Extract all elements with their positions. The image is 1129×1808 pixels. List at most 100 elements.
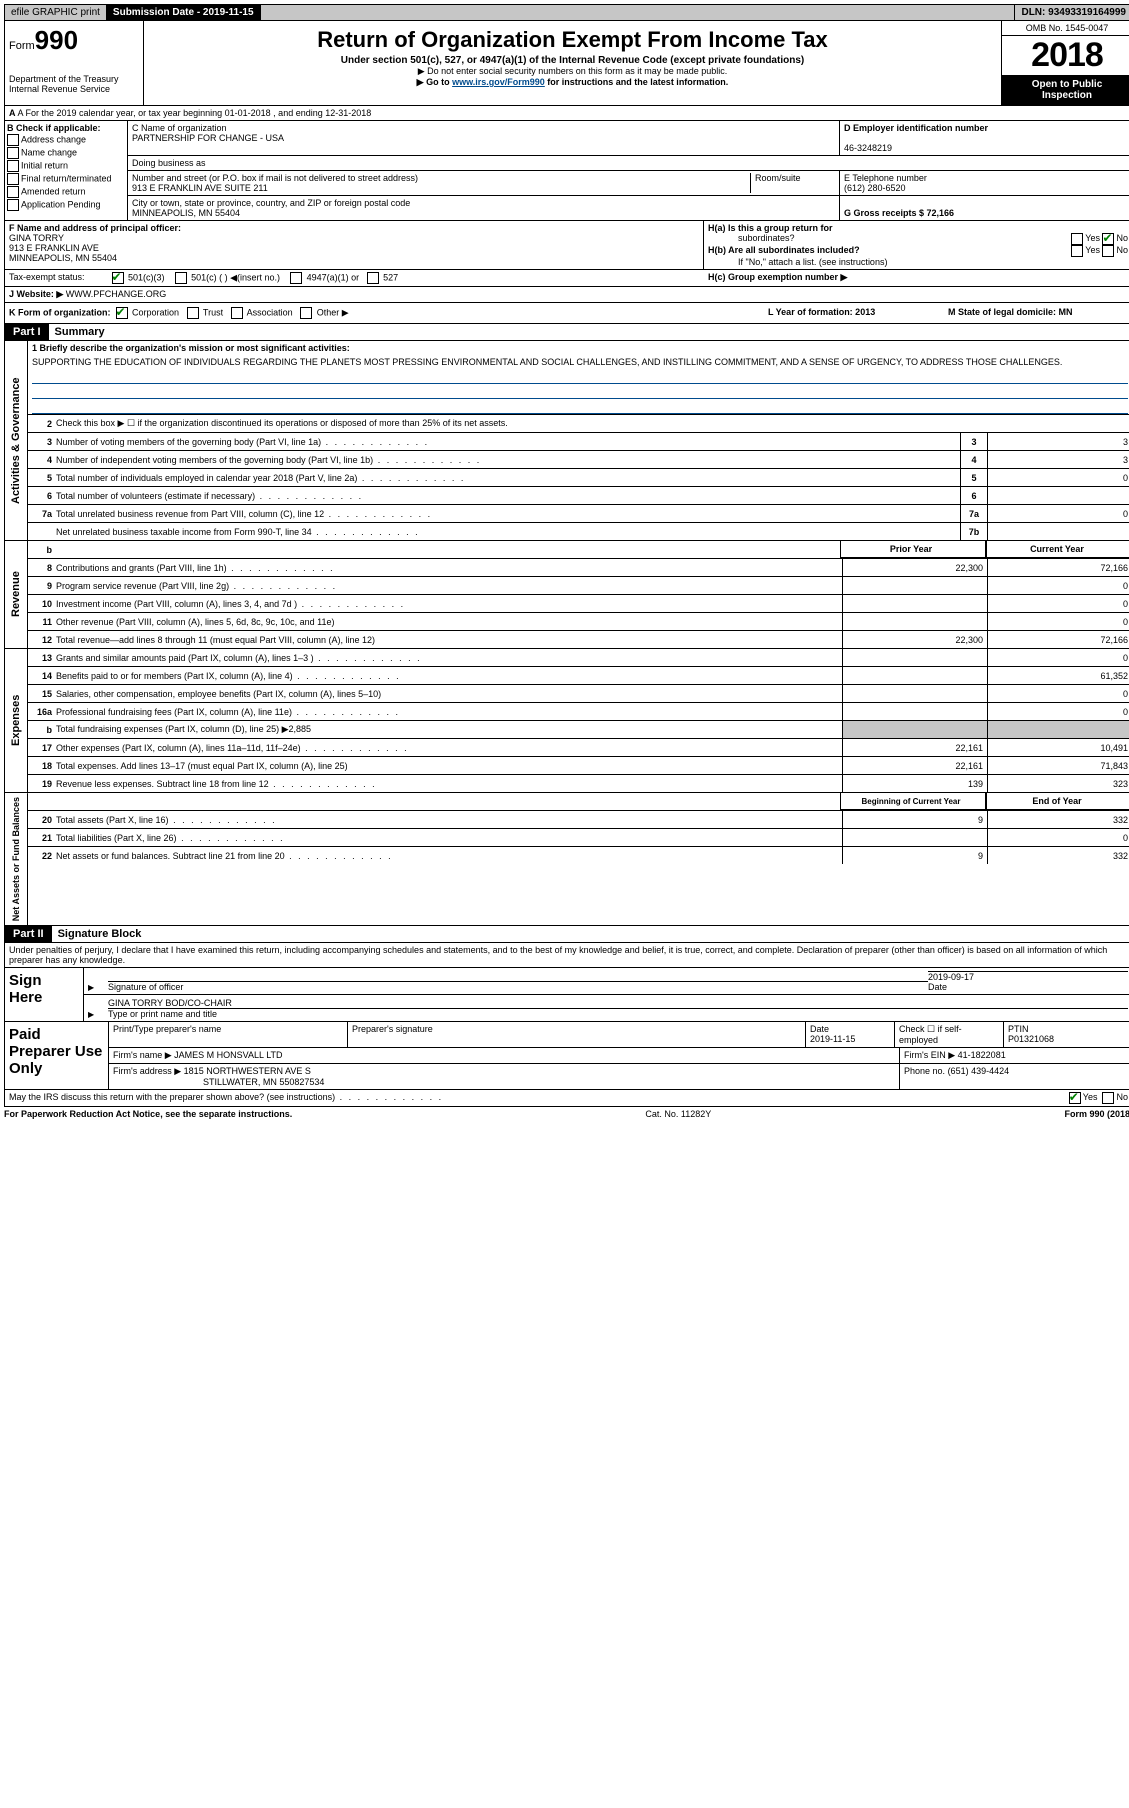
line14-prior [842,667,987,684]
line13-current: 0 [987,649,1129,666]
state-domicile: M State of legal domicile: MN [948,307,1128,319]
line22-text: Net assets or fund balances. Subtract li… [56,850,842,862]
header-right: OMB No. 1545-0047 2018 Open to PublicIns… [1001,21,1129,105]
firm-phone: Phone no. (651) 439-4424 [900,1064,1129,1089]
line8-text: Contributions and grants (Part VIII, lin… [56,562,842,574]
tax-year: 2018 [1002,36,1129,75]
col-b-checkboxes: B Check if applicable: Address change Na… [5,121,128,220]
prior-year-header: Prior Year [840,541,986,558]
line13-prior [842,649,987,666]
line17-text: Other expenses (Part IX, column (A), lin… [56,742,842,754]
line5-text: Total number of individuals employed in … [56,472,960,484]
line21-current: 0 [987,829,1129,846]
expenses-section: Expenses 13 Grants and similar amounts p… [4,649,1129,793]
part1-title: Summary [49,326,105,338]
hb-no[interactable] [1102,245,1114,257]
line8-current: 72,166 [987,559,1129,576]
line10-prior [842,595,987,612]
line7b-val [987,523,1129,540]
line15-prior [842,685,987,702]
check-501c3[interactable] [112,272,124,284]
blank-line [32,369,1128,384]
expenses-side-label: Expenses [5,649,28,792]
dba-right [840,156,1129,170]
tax-status-row: Tax-exempt status: 501(c)(3) 501(c) ( ) … [4,270,1129,287]
check-4947[interactable] [290,272,302,284]
perjury-declaration: Under penalties of perjury, I declare th… [5,943,1129,967]
arrow-icon [88,982,108,992]
discuss-no[interactable] [1102,1092,1114,1104]
efile-print-button[interactable]: efile GRAPHIC print [5,5,107,20]
ha-yes[interactable] [1071,233,1083,245]
line19-prior: 139 [842,775,987,792]
part2-header-row: Part II Signature Block [4,926,1129,943]
check-527[interactable] [367,272,379,284]
page-footer: For Paperwork Reduction Act Notice, see … [4,1107,1129,1121]
street-cell: Number and street (or P.O. box if mail i… [128,171,839,195]
line18-prior: 22,161 [842,757,987,774]
mission-text: SUPPORTING THE EDUCATION OF INDIVIDUALS … [28,355,1129,369]
submission-date: Submission Date - 2019-11-15 [107,5,261,20]
current-year-header: Current Year [986,541,1129,558]
part1-badge: Part I [5,324,49,340]
line12-text: Total revenue—add lines 8 through 11 (mu… [56,634,842,646]
line21-text: Total liabilities (Part X, line 26) [56,832,842,844]
note-ssn: ▶ Do not enter social security numbers o… [148,66,997,77]
irs-link[interactable]: www.irs.gov/Form990 [452,77,545,87]
check-address-change[interactable]: Address change [7,134,125,146]
check-corp[interactable] [116,307,128,319]
org-name-cell: C Name of organization PARTNERSHIP FOR C… [128,121,839,155]
signature-block: Under penalties of perjury, I declare th… [4,943,1129,1107]
line17-current: 10,491 [987,739,1129,756]
preparer-sig-header: Preparer's signature [348,1022,806,1047]
line1-label: 1 Briefly describe the organization's mi… [28,341,1129,355]
ha-no[interactable] [1102,233,1114,245]
line20-prior: 9 [842,811,987,828]
arrow-icon [88,1009,108,1019]
line20-current: 332 [987,811,1129,828]
check-other[interactable] [300,307,312,319]
line9-prior [842,577,987,594]
preparer-name-header: Print/Type preparer's name [109,1022,348,1047]
dept-treasury: Department of the Treasury [9,74,139,84]
blank-line [32,399,1128,414]
officer-name: GINA TORRY BOD/CO-CHAIR Type or print na… [108,998,1128,1019]
self-employed-check[interactable]: Check ☐ if self-employed [895,1022,1004,1047]
line4-val: 3 [987,451,1129,468]
preparer-date: Date2019-11-15 [806,1022,895,1047]
line10-text: Investment income (Part VIII, column (A)… [56,598,842,610]
discuss-yes[interactable] [1069,1092,1081,1104]
room-suite: Room/suite [750,173,835,193]
line15-current: 0 [987,685,1129,702]
check-assoc[interactable] [231,307,243,319]
line4-text: Number of independent voting members of … [56,454,960,466]
line19-text: Revenue less expenses. Subtract line 18 … [56,778,842,790]
line22-prior: 9 [842,847,987,864]
hb-yes[interactable] [1071,245,1083,257]
line20-text: Total assets (Part X, line 16) [56,814,842,826]
revenue-section: Revenue b Prior Year Current Year 8 Cont… [4,541,1129,649]
check-501c[interactable] [175,272,187,284]
cat-no: Cat. No. 11282Y [292,1109,1064,1119]
blank-line [32,384,1128,399]
line3-text: Number of voting members of the governin… [56,436,960,448]
principal-officer: F Name and address of principal officer:… [5,221,703,269]
line16a-current: 0 [987,703,1129,720]
check-trust[interactable] [187,307,199,319]
city-cell: City or town, state or province, country… [128,196,839,220]
check-initial-return[interactable]: Initial return [7,160,125,172]
check-final-return[interactable]: Final return/terminated [7,173,125,185]
form-number: Form990 [9,25,139,56]
line21-prior [842,829,987,846]
check-app-pending[interactable]: Application Pending [7,199,125,211]
website-row: J Website: ▶ WWW.PFCHANGE.ORG [4,287,1129,303]
section-h: H(a) Is this a group return for subordin… [703,221,1129,269]
line5-val: 0 [987,469,1129,486]
paid-preparer-label: Paid Preparer Use Only [5,1022,109,1089]
section-fh: F Name and address of principal officer:… [4,221,1129,270]
header-left: Form990 Department of the Treasury Inter… [5,21,144,105]
governance-side-label: Activities & Governance [5,341,28,540]
check-amended[interactable]: Amended return [7,186,125,198]
check-name-change[interactable]: Name change [7,147,125,159]
form-header: Form990 Department of the Treasury Inter… [4,21,1129,106]
